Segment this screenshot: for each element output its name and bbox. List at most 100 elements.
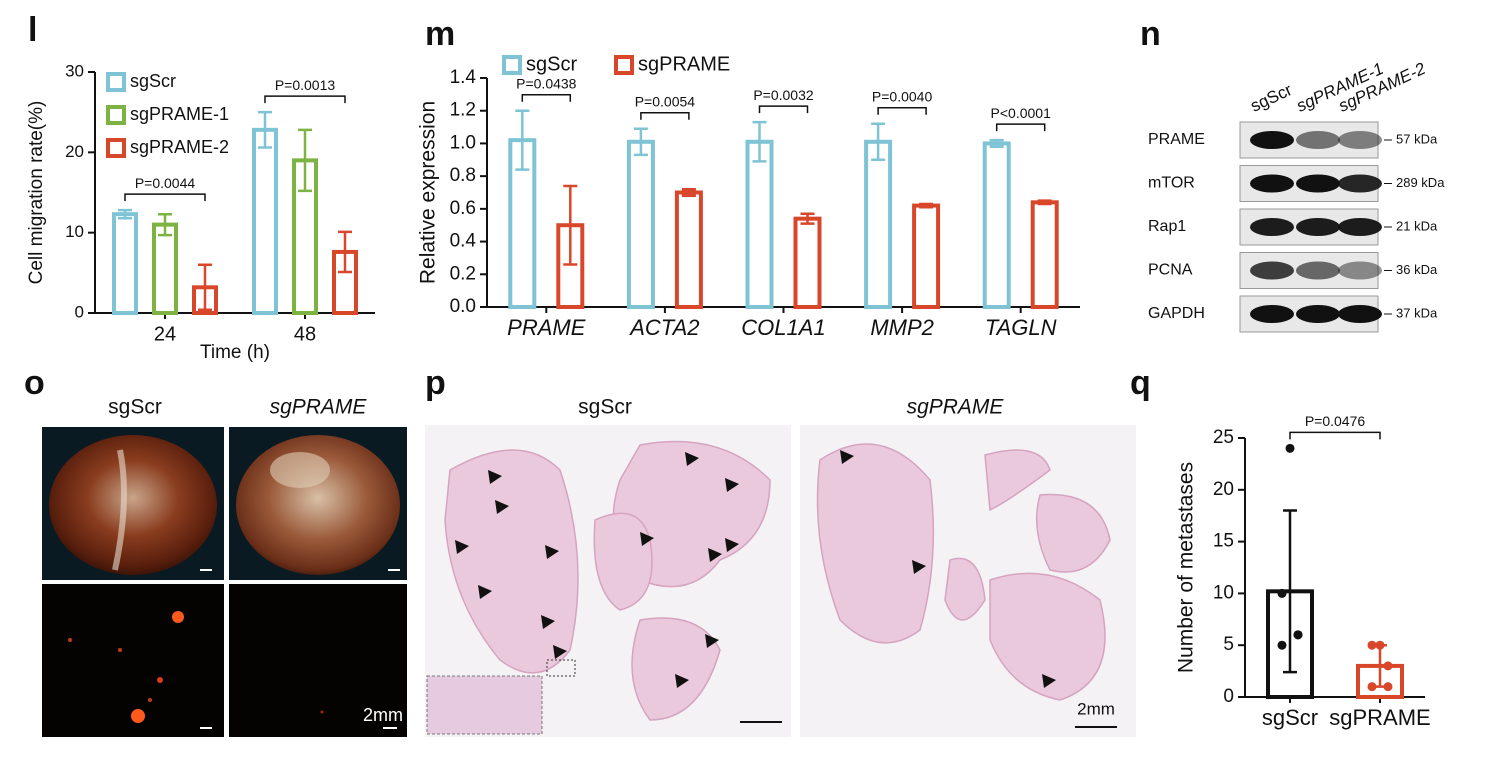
data-point <box>1375 640 1385 650</box>
bar <box>152 222 178 315</box>
x-tick-label: COL1A1 <box>741 315 825 340</box>
error-bar <box>118 208 132 220</box>
data-point <box>1277 640 1287 650</box>
bar <box>626 139 655 309</box>
significance-bracket <box>1289 431 1381 440</box>
size-label: 57 kDa <box>1396 131 1438 146</box>
bar <box>793 216 822 310</box>
error-bar <box>338 230 352 274</box>
protein-label: mTOR <box>1148 175 1195 192</box>
band <box>1250 261 1294 280</box>
size-label: 36 kDa <box>1396 262 1438 277</box>
significance-bracket <box>264 95 346 104</box>
protein-label: GAPDH <box>1148 305 1205 322</box>
image-label: sgPRAME <box>907 396 1005 419</box>
x-axis-label: Time (h) <box>200 342 270 363</box>
band <box>1296 174 1340 193</box>
legend-label: sgScr <box>130 71 176 91</box>
band <box>1250 131 1294 149</box>
band <box>1296 218 1340 236</box>
band <box>1296 131 1340 149</box>
x-tick-label: sgScr <box>1262 705 1318 730</box>
y-tick-label: 1.0 <box>450 132 476 153</box>
x-tick-label: MMP2 <box>870 315 934 340</box>
y-tick-label: 10 <box>65 222 84 241</box>
y-tick-label: 1.4 <box>450 67 477 88</box>
p-value: P=0.0054 <box>635 93 696 109</box>
p-value: P=0.0013 <box>275 77 336 93</box>
x-tick-label: 48 <box>294 323 316 345</box>
significance-bracket <box>124 193 206 202</box>
legend-swatch <box>106 105 126 125</box>
protein-label: PCNA <box>1148 262 1193 279</box>
data-point <box>1277 588 1287 598</box>
band <box>1250 218 1294 236</box>
legend-label: sgPRAME-1 <box>130 104 229 124</box>
error-bar <box>871 122 886 162</box>
error-bar <box>158 212 172 237</box>
y-tick-label: 0 <box>1223 686 1234 707</box>
legend-label: sgScr <box>526 53 577 75</box>
band <box>1338 218 1382 236</box>
band <box>1338 261 1382 280</box>
bar <box>745 139 774 309</box>
data-point <box>1285 443 1295 453</box>
y-tick-label: 30 <box>65 61 84 80</box>
panel-letter: l <box>28 11 37 49</box>
bar <box>252 127 278 315</box>
panel-letter: p <box>425 364 446 402</box>
legend-label: sgPRAME-2 <box>130 137 229 157</box>
panel-letter: o <box>24 364 45 402</box>
size-label: 37 kDa <box>1396 305 1438 320</box>
protein-label: PRAME <box>1148 131 1205 148</box>
y-tick-label: 0.6 <box>450 198 476 219</box>
band <box>1296 305 1340 323</box>
error-bar <box>681 187 696 198</box>
legend-swatch <box>106 138 126 158</box>
bar <box>674 190 703 309</box>
protein-label: Rap1 <box>1148 218 1186 235</box>
error-bar <box>633 127 648 157</box>
p-value: P=0.0476 <box>1305 413 1366 429</box>
y-tick-label: 15 <box>1213 531 1234 552</box>
charts: l 0 10 20 30 Cell migration rate(%) Time (h) 24… <box>26 11 1431 730</box>
error-bar <box>752 120 767 163</box>
p-value: P=0.0044 <box>135 175 196 191</box>
error-bar <box>198 263 212 312</box>
data-point <box>1367 682 1377 692</box>
panel-letter: q <box>1130 364 1151 402</box>
y-tick-label: 0.2 <box>450 263 476 284</box>
p-value: P=0.0040 <box>872 89 933 105</box>
lane-label: sgScr <box>1248 80 1296 116</box>
scale-label: 2mm <box>1077 699 1115 718</box>
error-bar <box>919 202 934 209</box>
significance-bracket <box>758 105 809 114</box>
error-bar <box>989 138 1004 148</box>
error-bar <box>563 184 578 266</box>
legend-swatch <box>614 55 634 75</box>
image-label: sgScr <box>108 396 162 419</box>
significance-bracket <box>995 123 1046 132</box>
y-tick-label: 20 <box>1213 479 1234 500</box>
bar <box>864 139 893 309</box>
p-value: P=0.0032 <box>753 87 814 103</box>
significance-bracket <box>640 111 690 120</box>
band <box>1338 305 1382 323</box>
error-bar <box>298 128 312 193</box>
y-tick-label: 10 <box>1213 582 1234 603</box>
size-label: 21 kDa <box>1396 218 1438 233</box>
p-value: P=0.0438 <box>516 75 577 91</box>
band <box>1250 174 1294 193</box>
bar <box>982 141 1011 309</box>
x-tick-label: sgPRAME <box>1329 705 1430 730</box>
data-point <box>1383 682 1393 692</box>
error-bar <box>800 212 815 225</box>
x-tick-label: PRAME <box>507 315 586 340</box>
y-tick-label: 0.4 <box>450 231 477 252</box>
y-axis-label: Number of metastases <box>1175 462 1198 673</box>
data-point <box>1367 640 1377 650</box>
band <box>1250 305 1294 323</box>
image-label: sgScr <box>578 396 632 419</box>
legend-label: sgPRAME <box>638 53 730 75</box>
